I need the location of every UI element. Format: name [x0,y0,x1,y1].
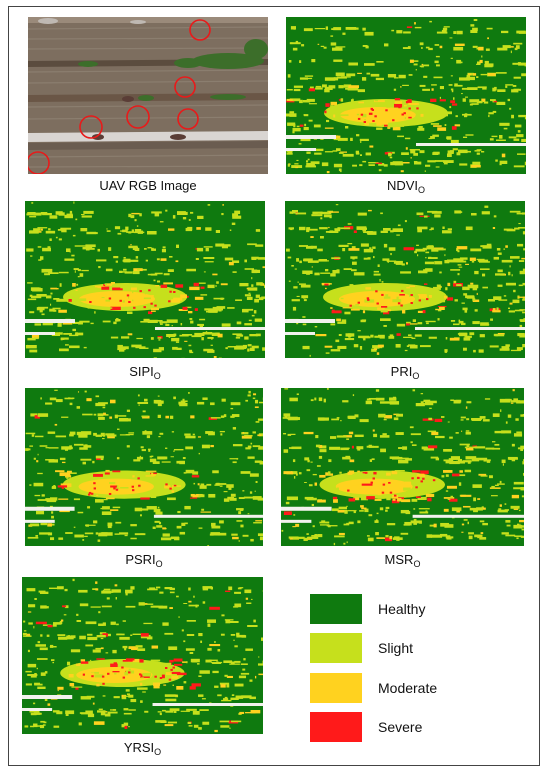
caption-pri-sub: O [412,371,420,381]
rgb-field-drawing [28,17,268,174]
damage-markers [28,19,211,174]
severity-map-drawing [25,388,263,546]
caption-psri-sub: O [155,559,163,569]
caption-yrsi-sub: O [154,747,162,757]
severity-map-drawing [22,577,263,734]
legend-label-moderate: Moderate [378,680,438,696]
caption-psri: PSRIO [25,552,263,569]
caption-ndvi: NDVIO [286,178,526,195]
caption-yrsi: YRSIO [22,740,263,757]
map-pri [285,201,525,358]
map-ndvi [286,17,526,174]
severity-map-drawing [25,201,265,358]
map-psri [25,388,263,546]
legend-label-severe: Severe [378,719,423,735]
caption-rgb: UAV RGB Image [28,178,268,194]
caption-msr: MSRO [281,552,524,569]
caption-ndvi-name: NDVI [386,178,419,193]
map-msr [281,388,524,546]
severity-map-drawing [286,17,526,174]
caption-psri-name: PSRI [125,552,156,567]
damage-marker-circle [79,115,103,139]
legend-swatch-healthy [310,594,362,624]
caption-pri-name: PRI [390,364,413,379]
damage-marker-circle [126,105,150,129]
caption-msr-name: MSR [384,552,414,567]
caption-ndvi-sub: O [418,185,426,195]
caption-sipi: SIPIO [25,364,265,381]
legend-swatch-severe [310,712,362,742]
map-sipi [25,201,265,358]
uav-rgb-image [28,17,268,174]
severity-map-drawing [281,388,524,546]
caption-yrsi-name: YRSI [123,740,155,755]
severity-map-drawing [285,201,525,358]
map-yrsi [22,577,263,734]
caption-pri: PRIO [285,364,525,381]
legend-swatch-moderate [310,673,362,703]
damage-marker-circle [177,108,199,130]
damage-marker-circle [28,151,50,174]
caption-sipi-name: SIPI [129,364,154,379]
legend-label-healthy: Healthy [378,601,426,617]
legend-label-slight: Slight [378,640,414,656]
damage-marker-circle [189,19,211,41]
legend-swatch-slight [310,633,362,663]
caption-msr-sub: O [413,559,421,569]
caption-sipi-sub: O [153,371,161,381]
damage-marker-circle [174,76,196,98]
caption-rgb-text: UAV RGB Image [99,178,197,193]
